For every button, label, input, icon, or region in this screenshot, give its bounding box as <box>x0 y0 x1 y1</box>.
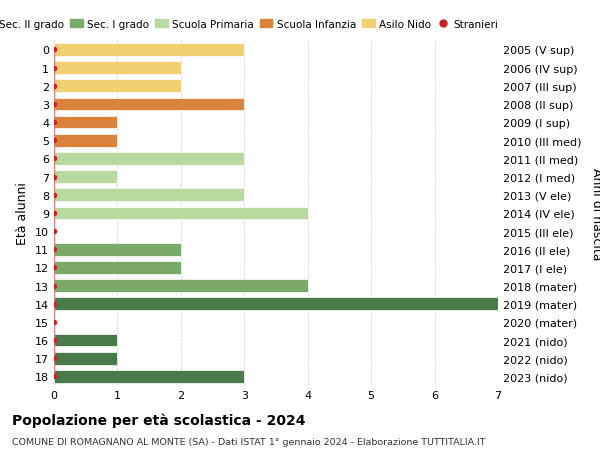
Legend: Sec. II grado, Sec. I grado, Scuola Primaria, Scuola Infanzia, Asilo Nido, Stran: Sec. II grado, Sec. I grado, Scuola Prim… <box>0 16 503 34</box>
Text: COMUNE DI ROMAGNANO AL MONTE (SA) - Dati ISTAT 1° gennaio 2024 - Elaborazione TU: COMUNE DI ROMAGNANO AL MONTE (SA) - Dati… <box>12 437 485 446</box>
Text: Popolazione per età scolastica - 2024: Popolazione per età scolastica - 2024 <box>12 413 305 428</box>
Bar <box>54 334 118 347</box>
Bar <box>54 98 244 111</box>
Bar <box>54 62 181 75</box>
Y-axis label: Età alunni: Età alunni <box>16 182 29 245</box>
Bar <box>54 153 244 165</box>
Bar <box>54 80 181 93</box>
Bar <box>54 134 118 147</box>
Bar <box>54 44 244 57</box>
Bar <box>54 207 308 220</box>
Y-axis label: Anni di nascita: Anni di nascita <box>590 167 600 260</box>
Bar <box>54 262 181 274</box>
Bar <box>54 243 181 256</box>
Bar <box>54 352 118 365</box>
Bar <box>54 370 244 383</box>
Bar <box>54 171 118 184</box>
Bar <box>54 280 308 292</box>
Bar <box>54 298 498 310</box>
Bar <box>54 189 244 202</box>
Bar <box>54 117 118 129</box>
